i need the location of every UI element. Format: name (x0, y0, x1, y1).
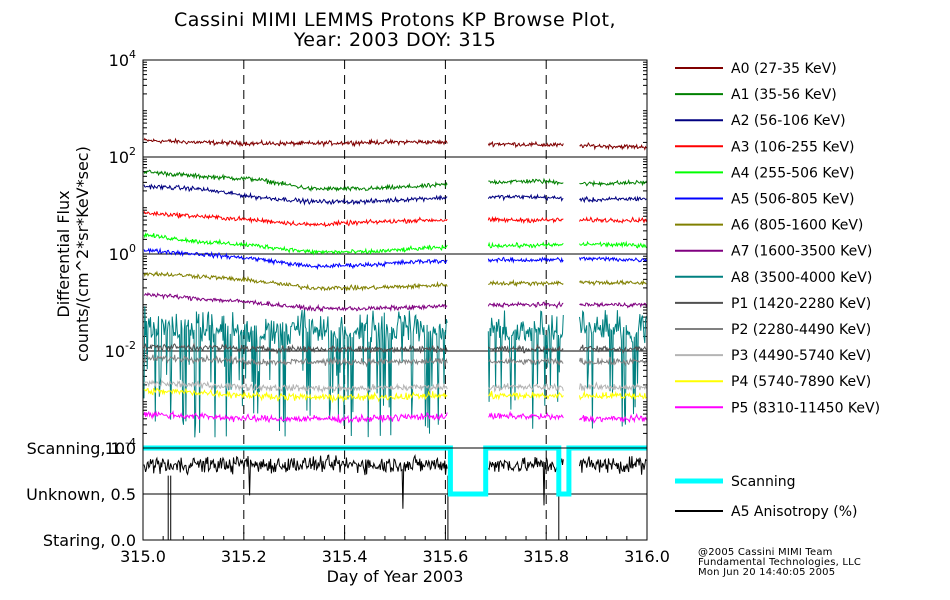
series-line-a8 (143, 306, 647, 438)
legend-label: P4 (5740-7890 KeV) (731, 374, 871, 390)
legend-label: P5 (8310-11450 KeV) (731, 400, 880, 416)
series-line-a5 (143, 247, 647, 271)
series-line-anisotropy (143, 453, 647, 509)
legend-label: P3 (4490-5740 KeV) (731, 348, 871, 364)
y-axis-label-line2: counts/(cm^2*sr*KeV*sec) (73, 146, 92, 362)
footer-company: Fundamental Technologies, LLC (698, 557, 862, 568)
y-tick-label: 10-4 (105, 436, 136, 458)
mode-y-tick-label: Unknown, 0.5 (26, 485, 136, 504)
series-line-a4 (143, 232, 647, 256)
mode-y-tick-label: Staring, 0.0 (43, 531, 136, 550)
mode-y-tick-label: Scanning, 1.0 (27, 439, 136, 458)
x-tick-label: 315.2 (221, 547, 267, 566)
chart-subtitle: Year: 2003 DOY: 315 (293, 29, 497, 51)
legend-label: A3 (106-255 KeV) (731, 139, 854, 155)
x-axis-label: Day of Year 2003 (327, 567, 464, 586)
legend-label: A7 (1600-3500 KeV) (731, 244, 872, 260)
series-line-scanning (143, 445, 647, 497)
series-line-a3 (143, 211, 647, 228)
legend-label: A5 Anisotropy (%) (731, 504, 858, 520)
series-line-a6 (143, 270, 647, 292)
legend-label: A6 (805-1600 KeV) (731, 218, 863, 234)
series-line-p4 (143, 387, 647, 404)
series-line-a0 (143, 137, 647, 151)
legend-label: A5 (506-805 KeV) (731, 192, 854, 208)
y-tick-label: 104 (109, 48, 136, 70)
y-axis-label-line1: Differential Flux (54, 190, 73, 317)
series-line-p3 (143, 379, 647, 394)
legend-label: A4 (255-506 KeV) (731, 165, 854, 181)
y-tick-label: 102 (109, 145, 136, 167)
series-line-p5 (143, 410, 647, 425)
legend-label: P2 (2280-4490 KeV) (731, 322, 871, 338)
series-line-p1 (143, 342, 647, 355)
legend-label: A0 (27-35 KeV) (731, 61, 837, 77)
legend-label: A1 (35-56 KeV) (731, 87, 837, 103)
legend-label: A8 (3500-4000 KeV) (731, 270, 872, 286)
x-tick-label: 315.6 (422, 547, 468, 566)
x-tick-label: 315.8 (523, 547, 569, 566)
x-tick-label: 316.0 (624, 547, 670, 566)
x-tick-label: 315.0 (120, 547, 166, 566)
series-line-a2 (143, 183, 647, 206)
series-line-p2 (143, 354, 647, 368)
y-tick-label: 10-2 (105, 339, 136, 361)
mode-plot-frame (142, 447, 648, 541)
legend-label: A2 (56-106 KeV) (731, 113, 846, 129)
legend-label: P1 (1420-2280 KeV) (731, 296, 871, 312)
chart-title: Cassini MIMI LEMMS Protons KP Browse Plo… (173, 9, 617, 31)
footer-copyright: @2005 Cassini MIMI Team (698, 547, 833, 558)
series-line-a1 (143, 169, 647, 193)
series-line-a7 (143, 291, 647, 313)
y-tick-label: 100 (109, 242, 136, 264)
legend-label: Scanning (731, 474, 796, 490)
footer-timestamp: Mon Jun 20 14:40:05 2005 (698, 567, 836, 578)
x-tick-label: 315.4 (322, 547, 368, 566)
